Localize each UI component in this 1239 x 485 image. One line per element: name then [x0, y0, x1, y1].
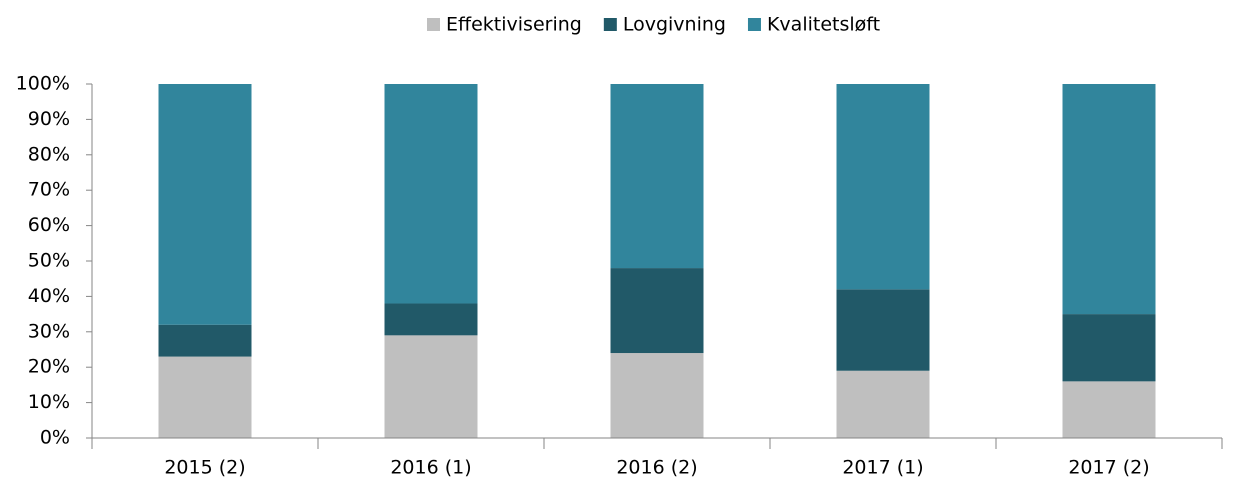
y-tick-label: 10% — [28, 391, 70, 413]
bar-segment — [1062, 314, 1156, 382]
bar-segment — [158, 84, 252, 325]
bar-segment — [836, 84, 930, 290]
y-tick-label: 0% — [40, 427, 70, 449]
y-tick-label: 100% — [16, 73, 70, 95]
legend-label: Kvalitetsløft — [767, 14, 880, 36]
legend-swatch — [747, 18, 761, 31]
bar-segment — [610, 353, 704, 438]
x-tick-label: 2016 (2) — [616, 457, 697, 479]
bar-segment — [836, 370, 930, 438]
bar-segment — [158, 324, 252, 357]
y-tick-label: 80% — [28, 143, 70, 165]
bar-segment — [384, 84, 478, 304]
x-tick-label: 2016 (1) — [390, 457, 471, 479]
legend-swatch — [427, 18, 440, 31]
bar-segment — [610, 268, 704, 354]
bar-segment — [610, 84, 704, 269]
y-tick-label: 20% — [28, 356, 70, 378]
bar-segment — [836, 289, 930, 371]
y-tick-label: 30% — [28, 320, 70, 342]
y-tick-label: 40% — [28, 285, 70, 307]
bar-segment — [1062, 381, 1156, 438]
y-tick-label: 60% — [28, 214, 70, 236]
y-tick-label: 70% — [28, 179, 70, 201]
legend-swatch — [603, 18, 617, 31]
legend-label: Lovgivning — [623, 14, 726, 36]
bar-segment — [384, 303, 478, 336]
x-tick-label: 2017 (2) — [1068, 457, 1149, 479]
bar-segment — [158, 356, 252, 438]
x-tick-label: 2017 (1) — [842, 457, 923, 479]
bar-segment — [384, 335, 478, 438]
y-tick-label: 90% — [28, 108, 70, 130]
y-tick-label: 50% — [28, 250, 70, 272]
x-tick-label: 2015 (2) — [164, 457, 245, 479]
legend-label: Effektivisering — [446, 14, 582, 36]
bar-segment — [1062, 84, 1156, 315]
